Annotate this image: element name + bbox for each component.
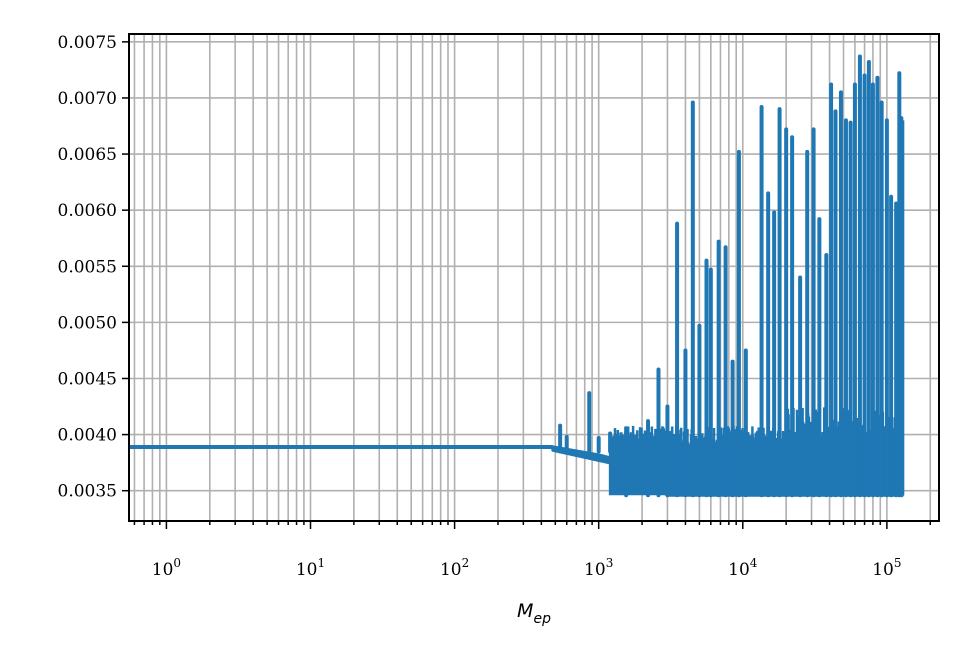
x-tick-label: 104 bbox=[728, 556, 758, 580]
x-tick-label: 102 bbox=[440, 556, 469, 580]
x-axis-label-subscript: ep bbox=[533, 611, 551, 627]
ticks bbox=[122, 41, 932, 529]
y-tick-label: 0.0070 bbox=[58, 89, 117, 109]
x-tick-label: 100 bbox=[152, 556, 181, 580]
y-tick-label: 0.0075 bbox=[58, 33, 117, 53]
plot-frame bbox=[128, 33, 940, 522]
y-tick-label: 0.0055 bbox=[58, 257, 117, 277]
series-group bbox=[129, 54, 905, 498]
y-tick-label: 0.0040 bbox=[58, 426, 117, 446]
x-tick-label: 105 bbox=[872, 556, 901, 580]
x-axis-label: Mep bbox=[517, 600, 551, 627]
x-axis-label-main: M bbox=[517, 600, 533, 622]
tick-labels: 0.0035 0.0040 0.0045 0.0050 0.0055 0.0060 0.00… bbox=[58, 33, 902, 580]
y-tick-label: 0.0050 bbox=[58, 313, 117, 333]
x-tick-label: 103 bbox=[584, 556, 613, 580]
y-tick-label: 0.0060 bbox=[58, 201, 117, 221]
y-tick-label: 0.0035 bbox=[58, 482, 117, 502]
y-tick-label: 0.0045 bbox=[58, 369, 117, 389]
x-tick-label: 101 bbox=[296, 556, 325, 580]
y-tick-label: 0.0065 bbox=[58, 145, 117, 165]
